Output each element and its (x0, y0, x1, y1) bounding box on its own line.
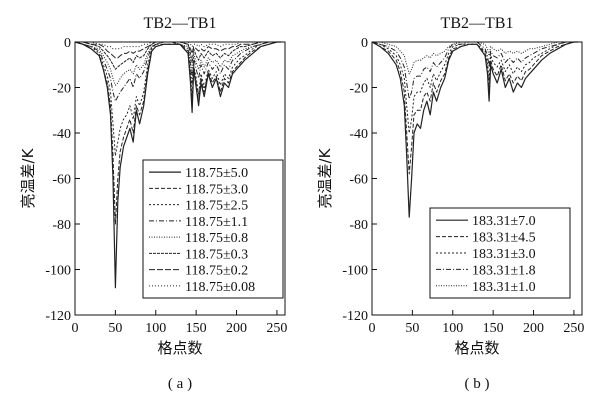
series-line (75, 41, 281, 70)
y-tick-label: -40 (52, 127, 71, 142)
x-tick-label: 0 (72, 321, 79, 336)
x-tick-label: 50 (108, 321, 122, 336)
y-tick-label: -120 (45, 309, 71, 324)
legend-box (142, 159, 284, 299)
panel-caption: ( b ) (465, 376, 490, 392)
x-tick-label: 250 (266, 321, 287, 336)
y-axis-label: 亮温差/K (316, 147, 334, 208)
series-line (371, 41, 578, 175)
legend: 183.31±7.0 183.31±4.5183.31±3.0183.31±1.8… (429, 207, 571, 299)
x-tick-label: 50 (405, 321, 419, 336)
x-tick-label: 200 (523, 321, 544, 336)
y-tick-label: -80 (52, 218, 71, 233)
series-line (371, 41, 578, 100)
legend-entry: 118.75±0.2 (185, 264, 248, 279)
y-tick-label: -100 (342, 264, 368, 279)
legend-entry: 118.75±3.0 (185, 182, 248, 197)
x-tick-label: 200 (226, 321, 247, 336)
y-tick-label: -20 (52, 82, 71, 97)
y-tick-label: -120 (342, 309, 368, 324)
legend-entry: 183.31±4.5 (472, 231, 536, 246)
y-tick-label: 0 (64, 36, 71, 51)
legend-entry: 183.31±3.0 (472, 247, 536, 262)
legend-entry: 183.31±1.0 (472, 280, 536, 295)
panel-caption: ( a ) (168, 376, 192, 392)
chart-title: TB2—TB1 (441, 15, 514, 32)
legend-entry: 183.31±7.0 (472, 214, 536, 229)
y-tick-label: -40 (349, 127, 368, 142)
legend-entry: 118.75±0.08 (185, 280, 255, 295)
series-line (74, 41, 281, 157)
series-line (371, 41, 578, 134)
chart-title: TB2—TB1 (144, 15, 217, 32)
x-axis-label: 格点数 (454, 339, 499, 357)
y-tick-label: -60 (349, 173, 368, 188)
series-line (372, 41, 578, 75)
x-tick-label: 250 (563, 321, 584, 336)
y-tick-label: -80 (349, 218, 368, 233)
x-axis-label: 格点数 (157, 339, 202, 357)
x-tick-label: 0 (369, 321, 376, 336)
y-tick-label: -100 (45, 264, 71, 279)
series-line (371, 41, 578, 218)
legend-entry: 118.75±0.8 (185, 231, 248, 246)
x-tick-label: 100 (442, 321, 463, 336)
x-tick-label: 150 (186, 321, 207, 336)
y-tick-label: 0 (361, 36, 368, 51)
series-line (74, 41, 281, 86)
legend-entry: 118.75±2.5 (185, 199, 248, 214)
chart-panel-b: TB2—TB1 0 50 100 150 200 250 0 -20 -40 -60 -80 -100 -… (316, 15, 584, 392)
y-tick-label: -60 (52, 173, 71, 188)
y-axis-label: 亮温差/K (19, 147, 37, 208)
x-tick-label: 100 (145, 321, 166, 336)
legend-entry: 118.75±1.1 (185, 215, 248, 230)
legend-entry: 183.31±1.8 (472, 263, 536, 278)
chart-panel-a: TB2—TB1 0 50 100 150 200 250 0 -20 -40 -60 -80 -100 -… (19, 15, 287, 392)
x-tick-label: 150 (483, 321, 504, 336)
legend-entry: 118.75±0.3 (185, 247, 248, 262)
y-tick-label: -20 (349, 82, 368, 97)
legend-entry: 118.75±5.0 (185, 166, 248, 181)
